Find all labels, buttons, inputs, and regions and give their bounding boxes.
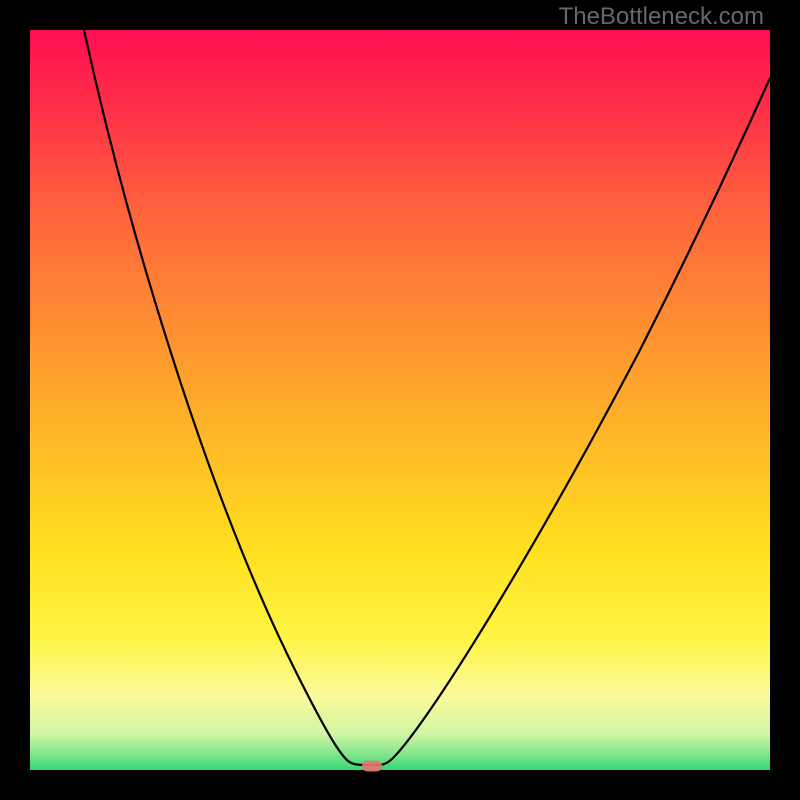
plot-area <box>30 30 770 770</box>
gradient-background <box>30 30 770 770</box>
optimum-marker <box>362 761 382 772</box>
watermark-text: TheBottleneck.com <box>559 3 764 31</box>
